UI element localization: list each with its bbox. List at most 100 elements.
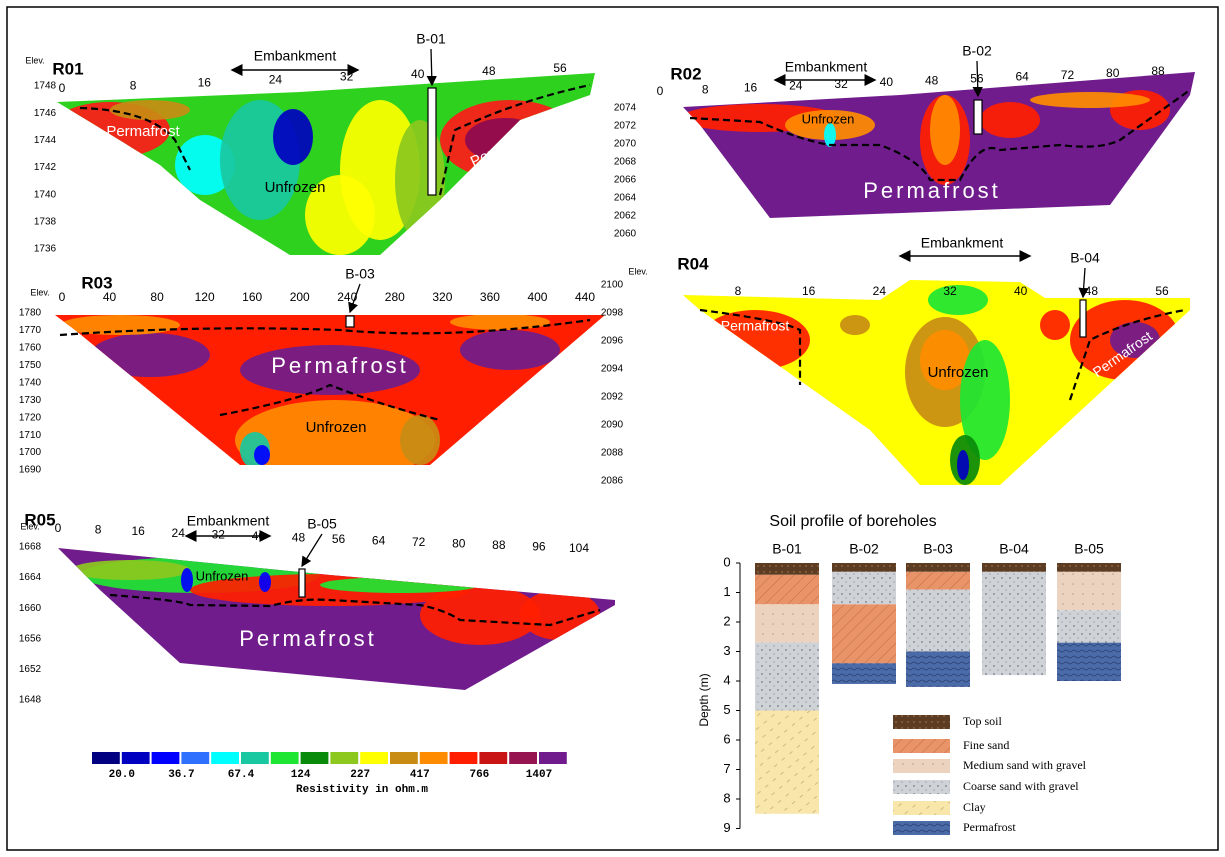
soil-layer [982, 563, 1046, 572]
x-tick-label: 88 [1151, 64, 1165, 78]
zone-label: Unfrozen [802, 111, 855, 126]
x-tick-label: 56 [332, 532, 346, 546]
borehole [974, 100, 982, 134]
soil-legend-label: Coarse sand with gravel [963, 779, 1079, 793]
x-tick-label: 0 [55, 521, 62, 535]
legend-swatch [330, 752, 358, 764]
x-tick-label: 104 [569, 541, 589, 555]
resistivity-zone [110, 100, 190, 120]
x-tick-label: 32 [212, 527, 226, 541]
y-tick-label: 2098 [601, 308, 624, 319]
resistivity-zone [395, 120, 445, 240]
legend-label: 20.0 [109, 769, 135, 781]
depth-tick-label: 7 [723, 761, 730, 776]
depth-tick-label: 9 [723, 820, 730, 835]
resistivity-section: R01Elev.08162432404856174817461744174217… [25, 31, 595, 255]
x-tick-label: 16 [802, 284, 816, 298]
soil-layer [906, 652, 970, 687]
y-tick-label: 1668 [19, 542, 42, 553]
x-tick-label: 56 [1155, 284, 1169, 298]
x-tick-label: 24 [172, 526, 186, 540]
x-tick-label: 48 [925, 73, 939, 87]
resistivity-zone [254, 445, 270, 465]
legend-swatch [539, 752, 567, 764]
x-tick-label: 48 [1085, 284, 1099, 298]
resistivity-zone [70, 560, 190, 580]
soil-layer [832, 604, 896, 663]
legend-swatch [152, 752, 180, 764]
soil-legend-label: Fine sand [963, 738, 1009, 752]
x-tick-label: 72 [412, 535, 426, 549]
legend-swatch [479, 752, 507, 764]
y-tick-label: 1748 [34, 81, 57, 92]
zone-label: Unfrozen [196, 568, 249, 583]
depth-tick-label: 1 [723, 584, 730, 599]
legend-title: Resistivity in ohm.m [296, 784, 428, 796]
x-tick-label: 48 [482, 64, 496, 78]
y-tick-label: 1746 [34, 108, 57, 119]
zone-label: Permafrost [863, 178, 1001, 203]
y-tick-label: 2086 [601, 476, 624, 487]
legend-label: 124 [291, 769, 311, 781]
x-tick-label: 16 [744, 81, 758, 95]
resistivity-section: R05Elev.08162432404856647280889610416681… [19, 510, 615, 705]
y-tick-label: 2074 [614, 103, 637, 114]
x-tick-label: 8 [735, 284, 742, 298]
y-tick-label: 2064 [614, 193, 637, 204]
legend-label: 417 [410, 769, 430, 781]
y-tick-label: 2090 [601, 420, 624, 431]
y-tick-label: 1750 [19, 360, 42, 371]
resistivity-zone [520, 590, 600, 640]
soil-legend-swatch [893, 739, 950, 753]
y-tick-label: 1740 [19, 377, 42, 388]
y-tick-label: 2092 [601, 392, 624, 403]
y-tick-label: 2094 [601, 364, 624, 375]
x-tick-label: 240 [337, 290, 357, 304]
y-tick-label: 1656 [19, 633, 42, 644]
legend-swatch [122, 752, 150, 764]
depth-tick-label: 4 [723, 672, 730, 687]
y-tick-label: 1780 [19, 308, 42, 319]
resistivity-zone [928, 285, 988, 315]
borehole [1080, 300, 1086, 337]
legend-swatch [509, 752, 537, 764]
x-tick-label: 32 [340, 70, 354, 84]
y-tick-label: 1736 [34, 244, 57, 255]
resistivity-section: R03Elev.04080120160200240280320360400440… [19, 266, 605, 480]
y-tick-label: 2062 [614, 211, 637, 222]
resistivity-zone [400, 415, 440, 465]
section-title: R02 [670, 64, 701, 83]
legend-swatch [241, 752, 269, 764]
y-tick-label: 1740 [34, 189, 57, 200]
soil-legend-swatch [893, 715, 950, 729]
y-tick-label: 2068 [614, 157, 637, 168]
depth-tick-label: 2 [723, 613, 730, 628]
x-tick-label: 8 [95, 523, 102, 537]
borehole-arrow [431, 49, 432, 85]
y-tick-label: 1664 [19, 572, 42, 583]
soil-legend-label: Clay [963, 800, 986, 814]
x-tick-label: 40 [411, 67, 425, 81]
y-tick-label: 1652 [19, 664, 42, 675]
resistivity-zone [1030, 92, 1150, 108]
soil-layer [1057, 610, 1121, 642]
soil-legend-label: Permafrost [963, 820, 1016, 834]
y-tick-label: 1690 [19, 465, 42, 476]
soil-layer [832, 572, 896, 604]
x-tick-label: 80 [452, 537, 466, 551]
y-tick-label: 2070 [614, 139, 637, 150]
zone-label: Permafrost [239, 626, 377, 651]
x-tick-label: 200 [290, 290, 310, 304]
borehole-label: B-02 [962, 43, 992, 59]
x-tick-label: 56 [553, 61, 567, 75]
soil-layer [982, 572, 1046, 675]
x-tick-label: 64 [1016, 70, 1030, 84]
soil-profile: Soil profile of boreholes0123456789Depth… [697, 513, 1121, 835]
resistivity-zone [930, 95, 960, 165]
borehole [428, 88, 436, 195]
legend-swatch [360, 752, 388, 764]
borehole-name: B-05 [1074, 541, 1104, 557]
x-tick-label: 24 [269, 73, 283, 87]
soil-legend-swatch [893, 821, 950, 835]
y-tick-label: 2066 [614, 175, 637, 186]
